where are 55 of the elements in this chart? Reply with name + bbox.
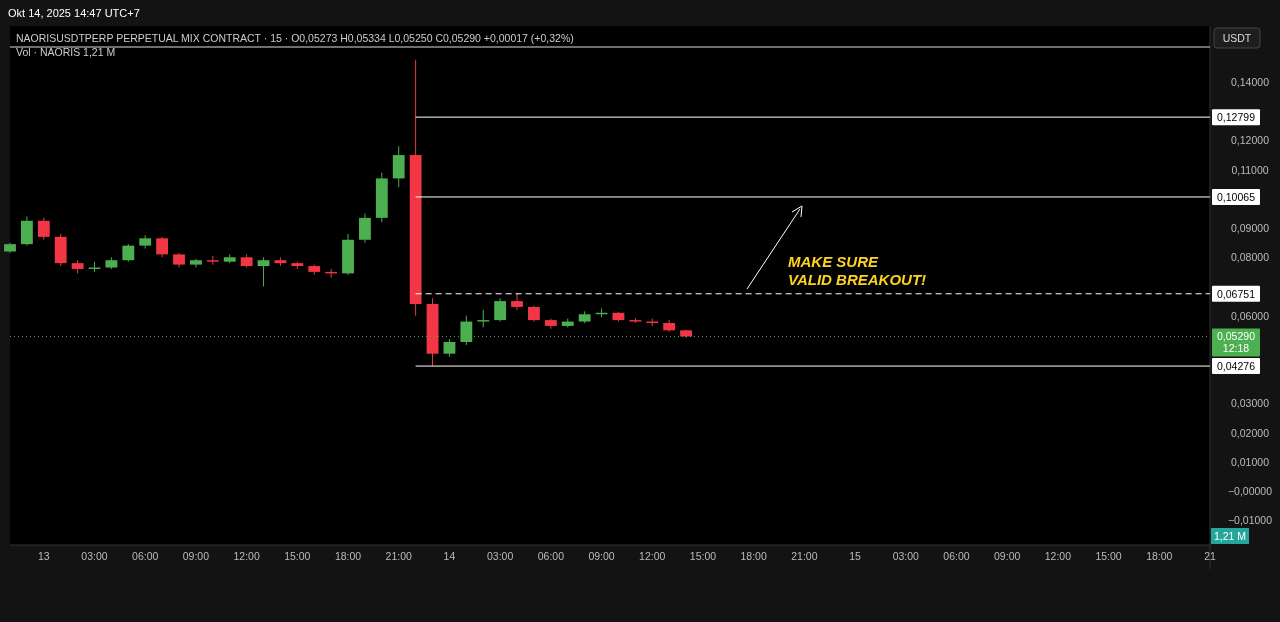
annotation: Vol · NAORIS 1,21 M xyxy=(16,46,116,58)
candlestick xyxy=(494,297,507,323)
x-tick-label: 09:00 xyxy=(182,550,210,562)
y-tick-label: 0,14000 xyxy=(1231,76,1270,89)
y-tick-label: 0,06000 xyxy=(1231,309,1270,322)
text: 12:18 xyxy=(1222,342,1250,355)
x-tick-label: 18:00 xyxy=(334,550,362,562)
y-tick-label: −0,00000 xyxy=(1227,484,1273,497)
x-tick-label: 06:00 xyxy=(943,550,970,562)
ref-line-label: 0,12799 xyxy=(1217,111,1256,124)
x-tick-label: 06:00 xyxy=(537,550,565,562)
x-tick-label: 03:00 xyxy=(487,550,514,562)
y-tick-label: 0,12000 xyxy=(1231,134,1270,147)
x-tick-label: 15:00 xyxy=(1095,550,1122,562)
ref-line-label: 0,05290 xyxy=(1217,330,1256,343)
x-tick-label: 09:00 xyxy=(994,550,1021,562)
x-tick-label: 03:00 xyxy=(892,550,920,562)
candlestick xyxy=(359,212,371,244)
x-tick-label: 09:00 xyxy=(588,550,615,562)
text: USDT xyxy=(1222,32,1252,44)
x-tick-label: 21:00 xyxy=(791,550,818,562)
y-tick-label: 0,03000 xyxy=(1231,397,1270,410)
candlestick xyxy=(511,293,523,311)
ref-line-label: 0,10065 xyxy=(1217,190,1256,203)
x-tick-label: 12:00 xyxy=(233,550,260,562)
chart-subtitle: Okt 14, 2025 14:47 UTC+7 xyxy=(8,7,140,19)
x-tick-label: 21:00 xyxy=(385,550,413,562)
x-tick-label: 15:00 xyxy=(689,550,717,562)
ref-line-label: 0,06751 xyxy=(1217,287,1256,300)
y-tick-label: 0,11000 xyxy=(1231,163,1269,176)
y-tick-label: 0,01000 xyxy=(1231,455,1270,468)
y-tick-label: 0,09000 xyxy=(1231,222,1270,235)
ref-line-label: 0,04276 xyxy=(1217,360,1256,373)
candlestick xyxy=(257,256,270,288)
chart-title: NAORISUSDTPERP PERPETUAL MIX CONTRACT · 15 · O0,05273 H0,05334 L0,05250 C0,05290 +0,00017 (+0,32%) xyxy=(16,32,574,44)
candlestick xyxy=(392,145,405,188)
x-tick-label: 18:00 xyxy=(740,550,767,562)
y-tick-label: 0,08000 xyxy=(1231,251,1270,264)
text: 1,21 M xyxy=(1213,530,1247,542)
y-tick-label: 0,02000 xyxy=(1231,426,1270,439)
candlestick xyxy=(20,215,33,247)
x-tick-label: 12:00 xyxy=(1044,550,1072,562)
candlestick xyxy=(156,236,169,258)
x-tick-label: 14 xyxy=(443,550,456,562)
annotation: MAKE SURE VALID BREAKOUT! xyxy=(788,253,927,288)
x-tick-label: 06:00 xyxy=(132,550,159,562)
y-tick-label: −0,01000 xyxy=(1227,514,1273,527)
x-tick-label: 18:00 xyxy=(1146,550,1173,562)
x-tick-label: 13 xyxy=(37,550,50,562)
candlestick xyxy=(37,217,50,241)
x-tick-label: 03:00 xyxy=(81,550,108,562)
x-tick-label: 15:00 xyxy=(284,550,311,562)
x-tick-label: 12:00 xyxy=(639,550,666,562)
x-tick-label: 21 xyxy=(1204,550,1216,562)
x-tick-label: 15 xyxy=(849,550,862,562)
